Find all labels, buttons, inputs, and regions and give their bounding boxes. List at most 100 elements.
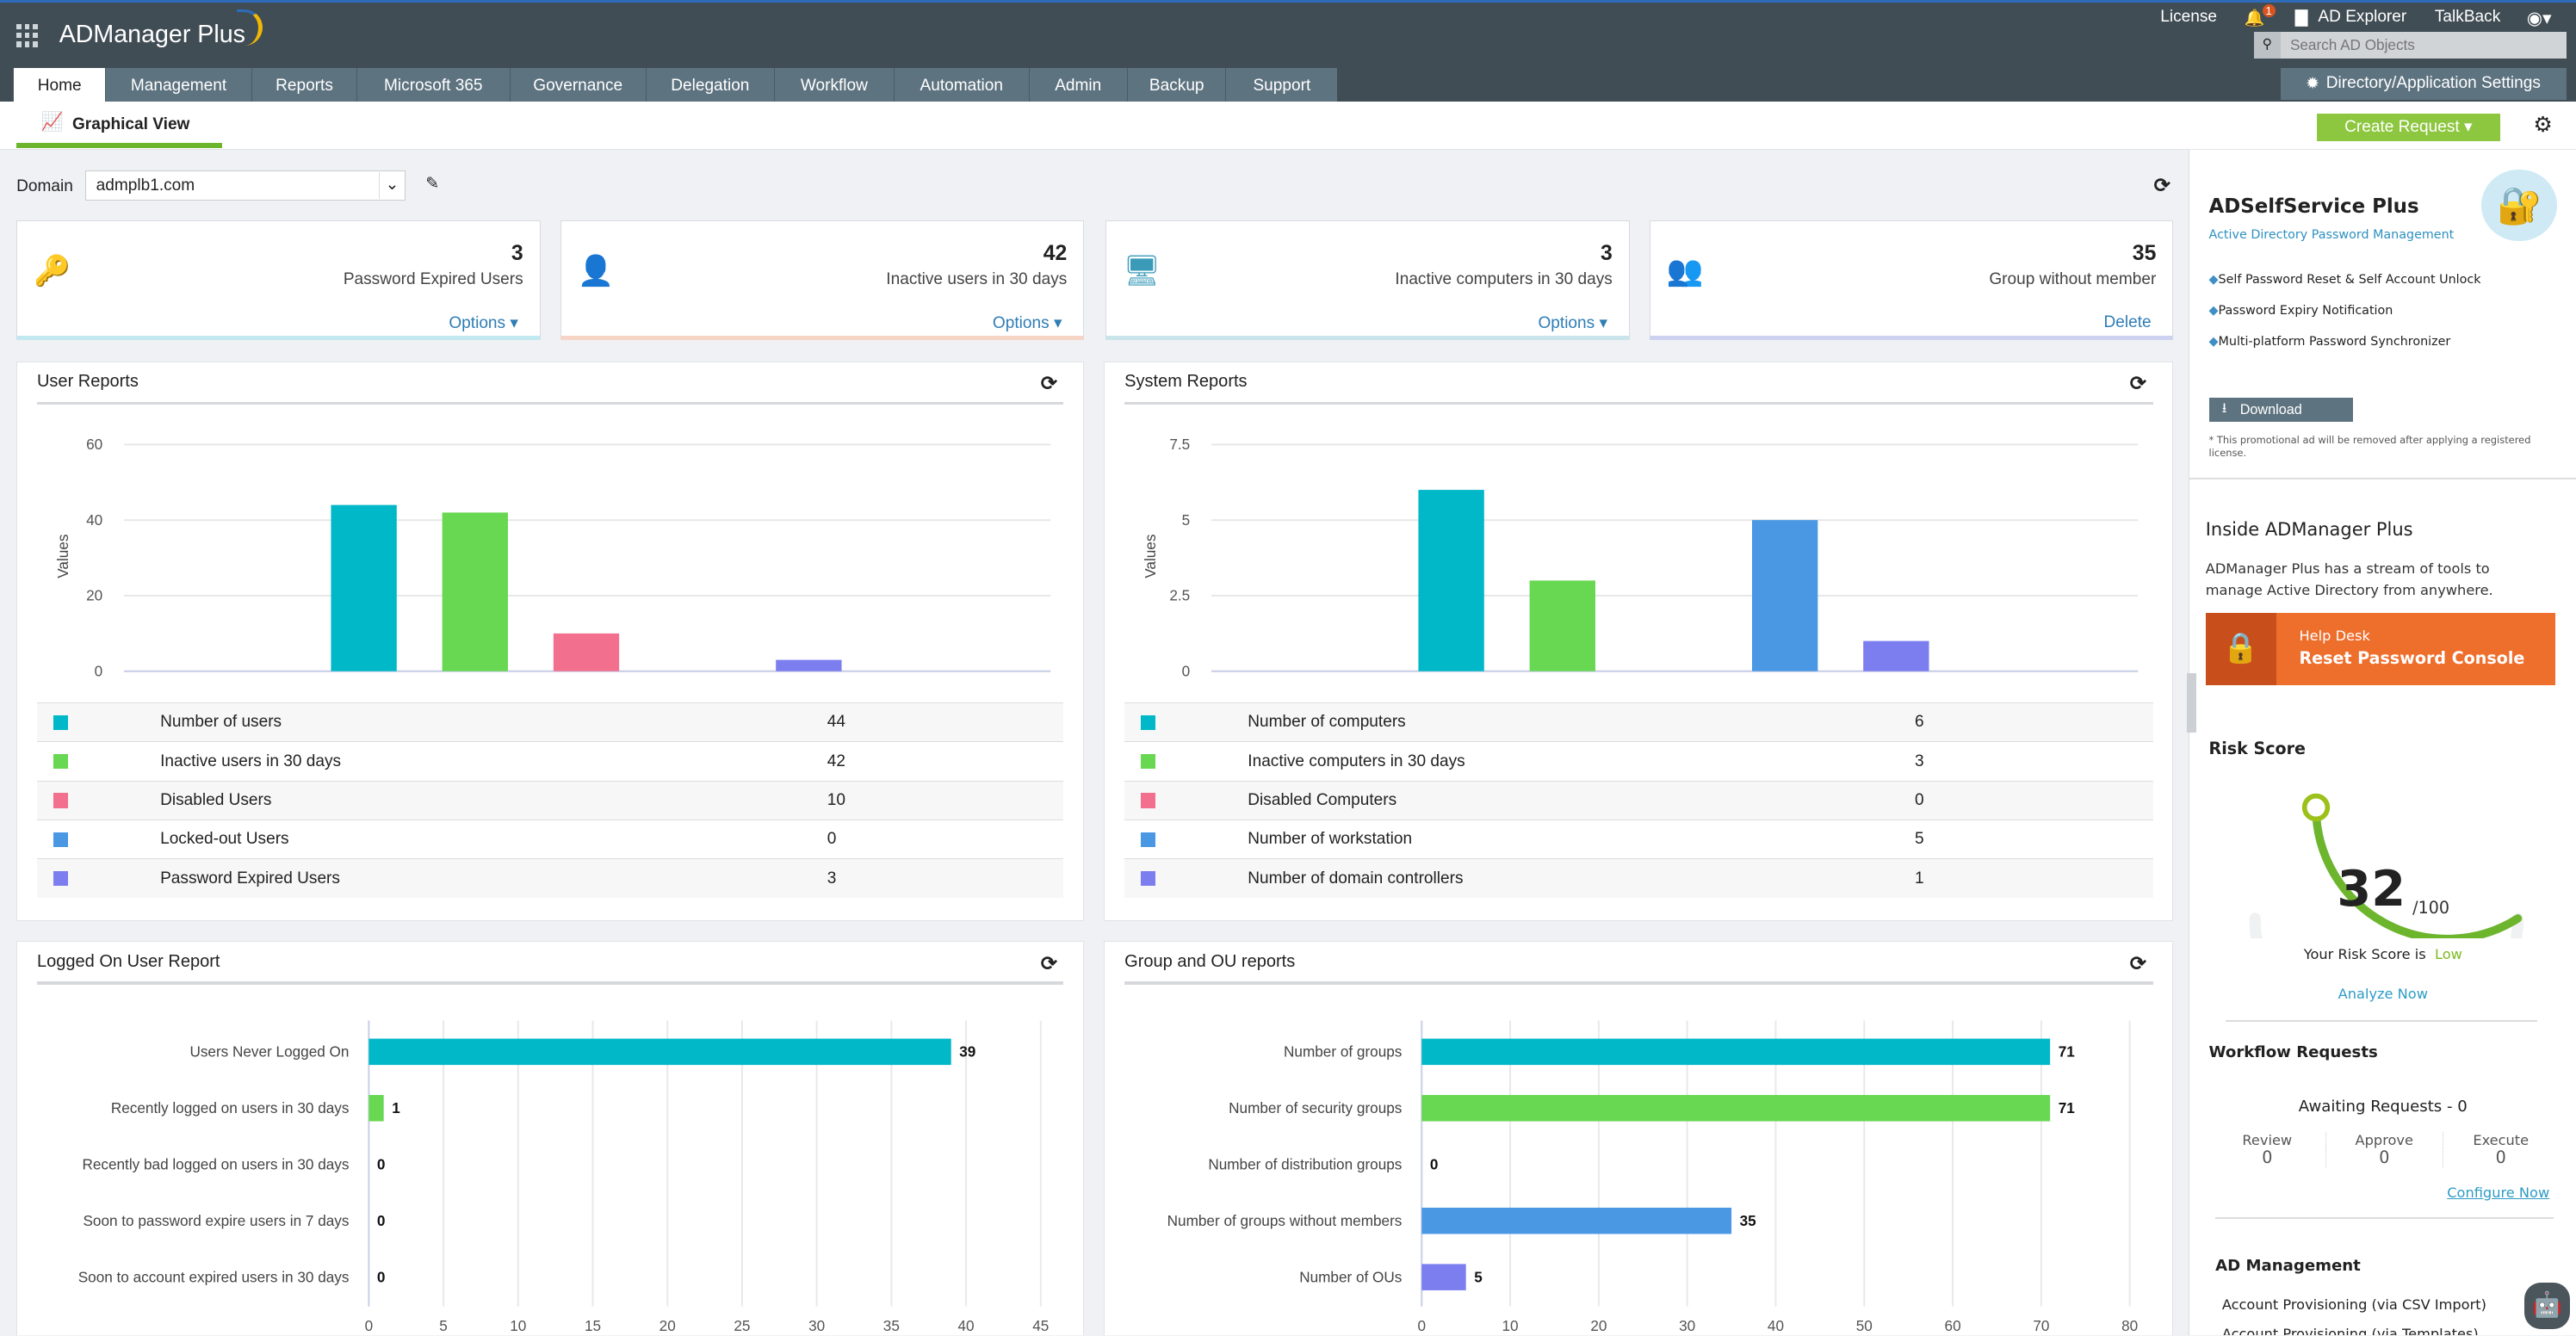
directory-settings-button[interactable]: ✹ Directory/Application Settings (2280, 68, 2567, 100)
spacer2 (2244, 1022, 2576, 1024)
x-tick-label: 35 (883, 1318, 900, 1335)
x-tick-label: 0 (365, 1318, 374, 1335)
sidebar-collapse-handle[interactable] (2186, 673, 2197, 733)
category-label: Number of groups (1284, 1043, 1402, 1061)
card-value: 3 (1601, 242, 1613, 266)
x-tick-label: 70 (2034, 1318, 2050, 1335)
graphical-view-tab[interactable]: Graphical View (71, 114, 190, 133)
legend-label: Number of workstation (1248, 830, 1413, 849)
ad-explorer-link[interactable]: AD Explorer (2318, 7, 2407, 26)
chat-assistant-icon[interactable]: 🤖 (2523, 1283, 2571, 1329)
card-label: Inactive users in 30 days (886, 269, 1068, 288)
data-label: 39 (959, 1043, 975, 1061)
legend-value: 3 (827, 869, 837, 888)
bar[interactable] (331, 504, 397, 671)
category-label: Soon to password expire users in 7 days (84, 1212, 350, 1229)
tab-home[interactable]: Home (13, 68, 106, 105)
refresh-icon[interactable]: ⟳ (2153, 174, 2170, 197)
panel-title: User Reports (36, 372, 139, 392)
user-avatar-icon[interactable]: ◉▾ (2526, 8, 2552, 28)
options-dropdown[interactable]: Options ▾ (449, 313, 518, 332)
configure-now-link[interactable]: Configure Now (2447, 1184, 2550, 1201)
bar[interactable] (1421, 1264, 1466, 1291)
bar[interactable] (368, 1038, 951, 1066)
category-label: Soon to account expired users in 30 days (78, 1269, 350, 1286)
tab-backup[interactable]: Backup (1126, 68, 1226, 105)
bar[interactable] (1863, 640, 1929, 671)
logo-arc-icon (236, 9, 263, 46)
x-tick-label: 10 (510, 1318, 526, 1335)
x-tick-label: 0 (1418, 1318, 1427, 1335)
card-value: 42 (1043, 242, 1068, 266)
search-box[interactable]: ⚲ (2253, 32, 2567, 59)
search-input[interactable] (2289, 36, 2554, 55)
promo-feature: ◆Self Password Reset & Self Account Unlo… (2209, 273, 2481, 287)
legend-row: Password Expired Users 3 (36, 858, 1064, 899)
app-logo[interactable]: ADManager Plus (59, 20, 245, 48)
refresh-icon[interactable]: ⟳ (2129, 951, 2146, 974)
options-dropdown[interactable]: Options ▾ (992, 313, 1062, 332)
download-button[interactable]: ⭳ Download (2208, 397, 2354, 423)
options-dropdown[interactable]: Options ▾ (1538, 313, 1608, 332)
risk-score-gauge (2249, 793, 2523, 938)
card-value: 35 (2132, 242, 2157, 266)
x-tick-label: 60 (1945, 1318, 1961, 1335)
bar[interactable] (553, 633, 620, 671)
refresh-icon[interactable]: ⟳ (1040, 372, 1057, 395)
talkback-link[interactable]: TalkBack (2434, 7, 2501, 26)
bar[interactable] (1529, 580, 1596, 671)
tab-reports[interactable]: Reports (251, 68, 357, 105)
ad-management-item[interactable]: Account Provisioning (via CSV Import) (2221, 1296, 2486, 1313)
tab-delegation[interactable]: Delegation (645, 68, 774, 105)
license-link[interactable]: License (2160, 7, 2217, 26)
refresh-icon[interactable]: ⟳ (2129, 372, 2146, 395)
y-axis-label: Values (54, 534, 71, 578)
refresh-icon[interactable]: ⟳ (1040, 951, 1057, 974)
delete-link[interactable]: Delete (2103, 312, 2152, 331)
legend-value: 10 (827, 790, 846, 809)
ad-management-item[interactable]: Account Provisioning (via Templates) (2221, 1325, 2479, 1336)
tab-workflow[interactable]: Workflow (773, 68, 895, 105)
workflow-approve[interactable]: Approve 0 (2325, 1131, 2442, 1167)
analyze-now-link[interactable]: Analyze Now (2338, 985, 2428, 1002)
search-icon[interactable]: ⚲ (2253, 32, 2281, 59)
notification-badge: 1 (2262, 3, 2276, 17)
legend-label: Number of domain controllers (1248, 869, 1464, 888)
reset-password-console-banner[interactable]: 🔒 Help Desk Reset Password Console (2205, 612, 2556, 685)
workflow-review[interactable]: Review 0 (2209, 1132, 2325, 1167)
x-tick-label: 50 (1856, 1318, 1873, 1335)
bar[interactable] (1418, 489, 1485, 671)
bar[interactable] (368, 1095, 384, 1122)
bell-icon[interactable]: 🔔 (2244, 9, 2265, 28)
tab-support[interactable]: Support (1225, 68, 1338, 105)
legend-row: Inactive users in 30 days 42 (36, 741, 1064, 781)
create-request-button[interactable]: Create Request ▾ (2316, 113, 2501, 142)
legend-swatch (1141, 832, 1156, 847)
workflow-execute[interactable]: Execute 0 (2442, 1131, 2559, 1167)
tab-management[interactable]: Management (105, 68, 251, 105)
tab-automation[interactable]: Automation (894, 68, 1029, 105)
workflow-col-value: 0 (2495, 1147, 2506, 1167)
bar[interactable] (1421, 1038, 2051, 1066)
tab-microsoft-365[interactable]: Microsoft 365 (356, 68, 510, 105)
y-tick-label: 0 (95, 662, 103, 679)
tab-governance[interactable]: Governance (509, 68, 646, 105)
edit-pencil-icon[interactable]: ✎ (425, 175, 440, 194)
bar[interactable] (776, 659, 842, 671)
chevron-down-icon[interactable]: ⌄ (378, 172, 406, 199)
bar[interactable] (1752, 519, 1818, 671)
graph-view-icon: 📈 (40, 111, 64, 132)
legend-value: 0 (827, 830, 837, 849)
bar[interactable] (442, 512, 509, 671)
legend-value: 44 (827, 713, 846, 732)
bar[interactable] (1421, 1208, 1732, 1234)
bar[interactable] (1421, 1095, 2051, 1122)
tab-admin[interactable]: Admin (1028, 68, 1127, 105)
data-label: 0 (377, 1212, 386, 1229)
domain-select[interactable]: admplb1.com ⌄ (85, 170, 406, 201)
settings-gear-icon[interactable]: ⚙ (2533, 113, 2553, 137)
legend-label: Disabled Computers (1248, 790, 1397, 809)
system-reports-panel: System Reports ⟳ 0 2.5 5 7.5 Values Number o… (1104, 361, 2174, 922)
diamond-bullet-icon: ◆ (2208, 335, 2219, 349)
apps-grid-icon[interactable] (16, 23, 40, 47)
